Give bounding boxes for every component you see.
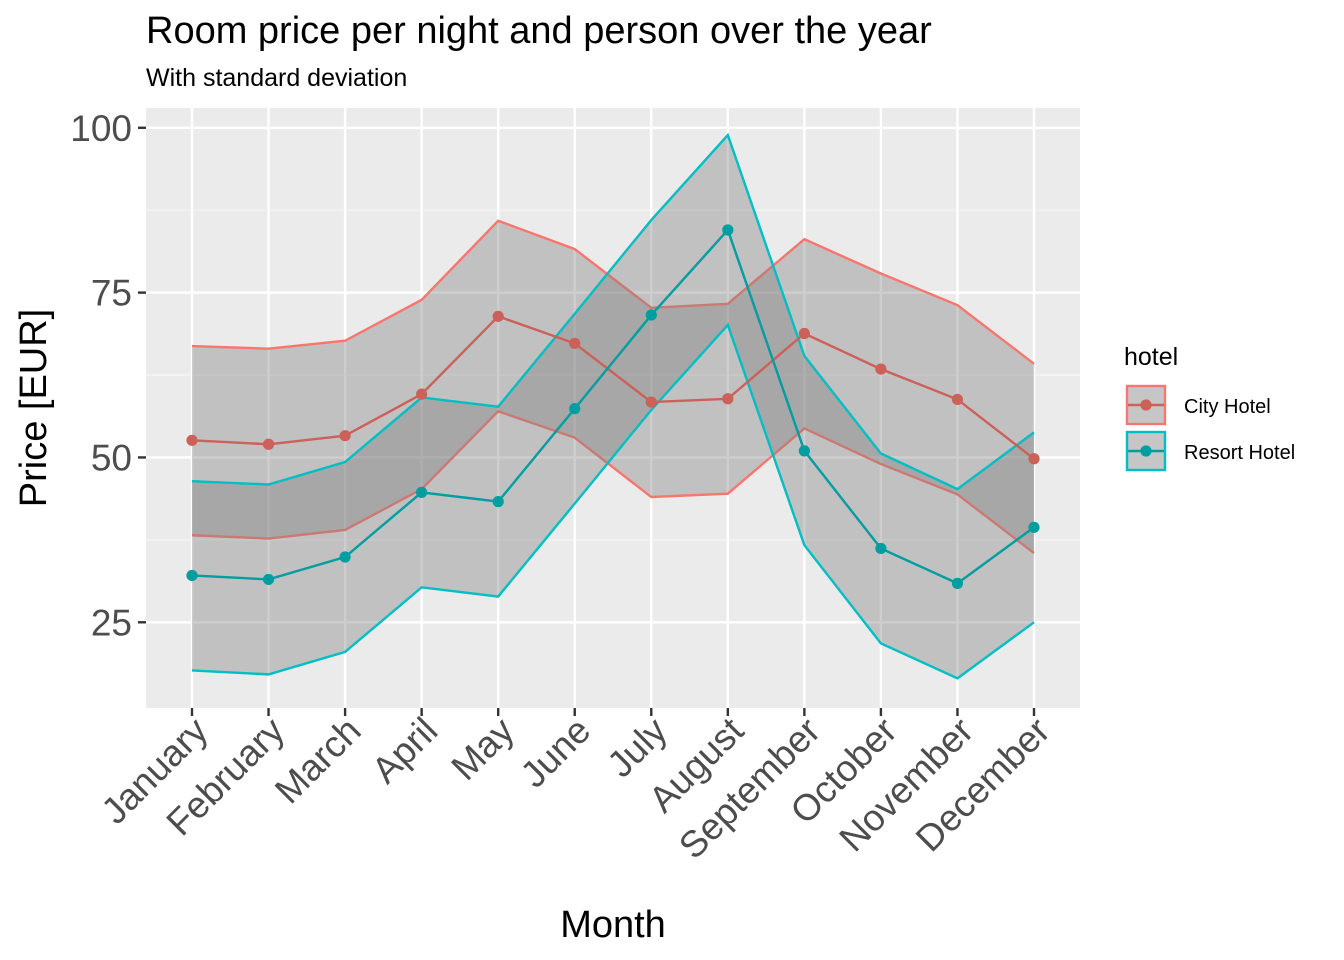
x-axis-title: Month — [560, 904, 666, 946]
chart-subtitle: With standard deviation — [146, 64, 408, 92]
data-point — [951, 393, 964, 406]
ribbon-1 — [192, 135, 1034, 679]
series-lines — [191, 227, 1035, 585]
ribbon-edge-lower — [191, 409, 1035, 555]
data-point — [645, 396, 657, 408]
series-line — [191, 314, 1035, 460]
y-tick-label: 100 — [70, 108, 132, 149]
plot-panel — [146, 108, 1080, 708]
x-tick-label: April — [364, 710, 445, 791]
data-point — [262, 438, 275, 450]
data-point — [798, 327, 810, 340]
data-point — [645, 309, 657, 321]
ribbon-edge-upper — [191, 132, 1035, 491]
y-axis: 25 50 75 100 — [70, 108, 146, 643]
data-point — [492, 496, 504, 508]
data-point — [416, 388, 428, 400]
data-point — [492, 310, 504, 322]
y-tick-label: 75 — [91, 273, 132, 314]
data-point — [1028, 453, 1040, 465]
data-point — [339, 430, 351, 442]
data-point — [569, 403, 581, 415]
x-tick-label: June — [513, 710, 599, 796]
data-point — [186, 569, 198, 582]
series-points — [186, 224, 1040, 589]
grid-minor — [146, 209, 1080, 541]
data-point — [186, 434, 198, 446]
data-point — [339, 551, 351, 563]
legend-label: Resort Hotel — [1184, 442, 1295, 464]
legend-key-point — [1140, 399, 1152, 411]
ribbon-edge-lower — [191, 322, 1035, 680]
data-point — [798, 445, 810, 457]
data-point — [722, 224, 734, 236]
data-point — [569, 337, 581, 349]
ribbons — [191, 132, 1035, 680]
data-point — [262, 573, 275, 586]
legend-title: hotel — [1124, 343, 1178, 371]
data-point — [722, 393, 734, 405]
ribbon-edge-upper — [191, 219, 1035, 365]
x-tick-label: May — [443, 709, 522, 788]
ribbon-0 — [192, 220, 1034, 554]
data-point — [875, 363, 887, 375]
y-tick-label: 25 — [91, 602, 132, 643]
data-point — [951, 577, 964, 589]
data-point — [1028, 521, 1040, 533]
chart-title: Room price per night and person over the… — [146, 10, 932, 52]
legend-label: City Hotel — [1184, 396, 1271, 418]
legend-key-point — [1140, 445, 1152, 457]
x-tick-label: March — [267, 710, 369, 812]
series-line — [191, 227, 1035, 585]
y-tick-label: 50 — [91, 437, 132, 478]
legend: hotel City Hotel Resort Hotel — [1124, 343, 1295, 472]
data-point — [875, 542, 887, 555]
y-axis-title: Price [EUR] — [13, 309, 55, 507]
data-point — [416, 486, 428, 498]
